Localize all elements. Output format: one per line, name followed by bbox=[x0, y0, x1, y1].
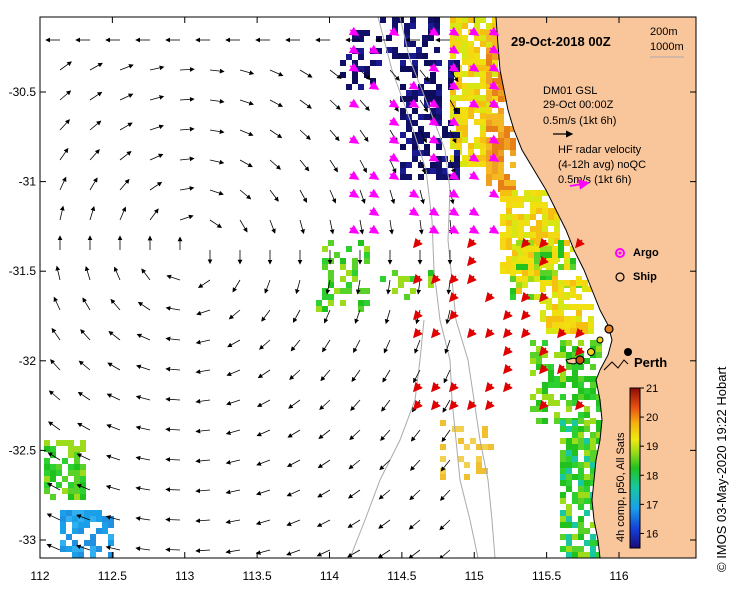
glider-time: 29-Oct 00:00Z bbox=[543, 99, 614, 111]
perth-label: Perth bbox=[634, 355, 667, 370]
x-tick-label: 114.5 bbox=[387, 569, 416, 583]
colorbar-tick-label: 21 bbox=[646, 383, 658, 395]
hf-radar-avg: (4-12h avg) noQC bbox=[558, 159, 646, 171]
x-tick-label: 112.5 bbox=[98, 569, 127, 583]
y-tick-label: -33 bbox=[19, 533, 37, 547]
y-tick-label: -31 bbox=[19, 175, 37, 189]
y-tick-label: -32.5 bbox=[9, 443, 37, 457]
hf-radar-label: HF radar velocity bbox=[558, 144, 642, 156]
depth-legend-1000m: 1000m bbox=[650, 41, 684, 53]
colorbar-tick-label: 17 bbox=[646, 499, 658, 511]
colorbar-tick-label: 18 bbox=[646, 470, 658, 482]
argo-label: Argo bbox=[633, 247, 659, 259]
x-tick-label: 114 bbox=[320, 569, 339, 583]
perth-marker bbox=[624, 348, 632, 356]
depth-legend-200m: 200m bbox=[650, 26, 678, 38]
colorbar-tick-label: 16 bbox=[646, 528, 658, 540]
hf-radar-scale: 0.5m/s (1kt 6h) bbox=[558, 174, 631, 186]
credit-text: © IMOS 03-May-2020 19:22 Hobart bbox=[714, 366, 729, 572]
y-tick-label: -31.5 bbox=[9, 264, 37, 278]
ship-position bbox=[605, 325, 613, 333]
y-tick-label: -32 bbox=[19, 354, 37, 368]
x-tick-label: 112 bbox=[30, 569, 49, 583]
ship-position bbox=[588, 349, 595, 356]
x-tick-label: 115.5 bbox=[532, 569, 561, 583]
colorbar-tick-label: 19 bbox=[646, 441, 658, 453]
glider-scale: 0.5m/s (1kt 6h) bbox=[543, 115, 616, 127]
colorbar-caption: 4h comp, p50, All Sats bbox=[615, 432, 627, 542]
glider-label: DM01 GSL bbox=[543, 85, 597, 97]
ship-position bbox=[597, 337, 603, 343]
ship-position bbox=[576, 356, 584, 364]
x-tick-label: 113 bbox=[175, 569, 194, 583]
x-tick-label: 116 bbox=[609, 569, 628, 583]
x-tick-label: 113.5 bbox=[243, 569, 272, 583]
x-tick-label: 115 bbox=[465, 569, 484, 583]
sst-colorbar bbox=[630, 388, 640, 548]
map-title: 29-Oct-2018 00Z bbox=[511, 34, 611, 49]
ship-label: Ship bbox=[633, 271, 657, 283]
colorbar-tick-label: 20 bbox=[646, 412, 658, 424]
y-tick-label: -30.5 bbox=[9, 85, 37, 99]
